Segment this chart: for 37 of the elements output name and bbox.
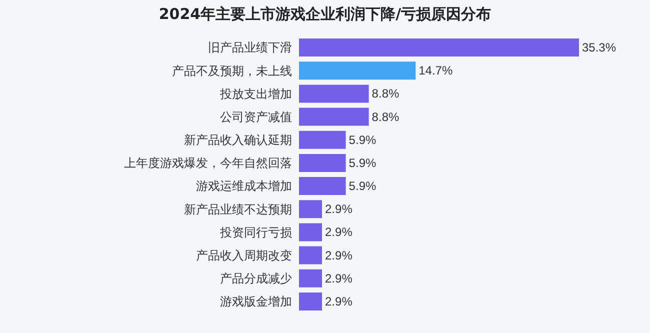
- bar: [299, 62, 416, 80]
- data-label: 2.9%: [325, 225, 353, 240]
- bar: [299, 200, 322, 218]
- data-label: 5.9%: [348, 156, 376, 170]
- chart-title: 2024年主要上市游戏企业利润下降/亏损原因分布: [158, 4, 492, 23]
- bar: [299, 292, 322, 310]
- data-label: 8.8%: [372, 86, 400, 101]
- bar: [299, 108, 369, 126]
- y-tick-label: 产品收入周期改变: [196, 248, 292, 262]
- bar: [299, 38, 579, 57]
- data-label: 5.9%: [348, 132, 376, 147]
- bar: [299, 246, 322, 264]
- y-tick-label: 产品分成减少: [220, 272, 292, 286]
- bar: [299, 269, 322, 288]
- bar: [299, 223, 322, 242]
- data-label: 2.9%: [325, 294, 353, 308]
- data-label: 35.3%: [582, 40, 616, 55]
- data-label: 8.8%: [372, 110, 400, 124]
- data-label: 5.9%: [348, 179, 376, 194]
- y-tick-label: 游戏版金增加: [220, 294, 292, 309]
- y-tick-label: 旧产品业绩下滑: [208, 40, 292, 55]
- y-tick-label: 公司资产减值: [220, 110, 292, 124]
- bar: [299, 177, 346, 196]
- data-label: 2.9%: [325, 271, 353, 286]
- y-tick-label: 产品不及预期，未上线: [172, 64, 292, 78]
- y-tick-label: 新产品业绩不达预期: [184, 202, 292, 216]
- y-tick-label: 游戏运维成本增加: [196, 179, 292, 194]
- y-tick-label: 投放支出增加: [219, 86, 292, 101]
- data-label: 14.7%: [418, 64, 453, 78]
- data-label: 2.9%: [325, 248, 353, 262]
- data-label: 2.9%: [325, 202, 353, 216]
- bar: [299, 84, 369, 103]
- bar: [299, 130, 346, 149]
- y-tick-label: 上年度游戏爆发，今年自然回落: [124, 156, 292, 170]
- bar: [299, 154, 346, 172]
- y-tick-label: 投资同行亏损: [219, 225, 292, 240]
- y-tick-label: 新产品收入确认延期: [184, 133, 292, 148]
